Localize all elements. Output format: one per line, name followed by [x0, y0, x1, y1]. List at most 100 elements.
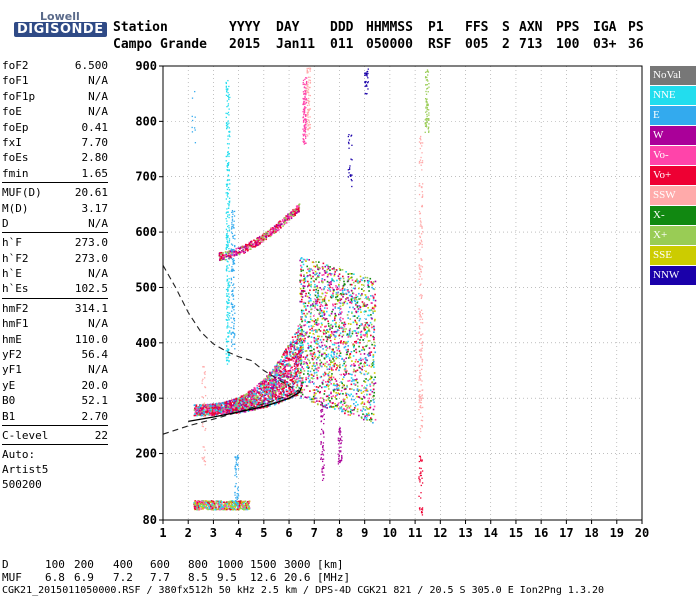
echo-point [314, 294, 317, 297]
echo-point [208, 405, 211, 408]
echo-point [328, 357, 331, 359]
echo-point [205, 500, 208, 502]
echo-point [251, 400, 254, 403]
echo-point [206, 413, 208, 416]
echo-point [226, 308, 228, 310]
echo-point [363, 348, 366, 351]
echo-point [222, 254, 225, 256]
echo-point [306, 385, 309, 387]
echo-point [290, 211, 293, 214]
echo-point [211, 411, 214, 414]
echo-point [265, 379, 267, 381]
echo-point [282, 385, 285, 388]
echo-point [247, 405, 250, 408]
echo-point [339, 313, 342, 315]
echo-point [341, 292, 344, 294]
echo-point [298, 372, 301, 375]
echo-point [238, 507, 241, 510]
echo-point [329, 363, 332, 366]
echo-point [323, 314, 326, 316]
echo-point [226, 275, 229, 277]
echo-point [335, 330, 338, 333]
echo-point [193, 507, 196, 510]
echo-point [300, 300, 303, 303]
echo-point [228, 252, 230, 254]
echo-point [250, 400, 253, 402]
echo-point [262, 390, 265, 392]
echo-point [314, 273, 316, 276]
echo-point [328, 347, 331, 350]
echo-point [296, 205, 298, 208]
echo-point [313, 348, 315, 351]
echo-point [348, 306, 351, 309]
echo-point [362, 290, 365, 292]
echo-point [203, 409, 205, 411]
echo-point [265, 404, 268, 406]
echo-point [330, 274, 332, 276]
echo-point [312, 272, 315, 275]
echo-point [218, 506, 221, 508]
echo-point [257, 396, 259, 398]
echo-point [336, 383, 338, 386]
echo-point [323, 357, 326, 359]
echo-point [352, 402, 355, 405]
echo-point [241, 249, 244, 252]
echo-point [303, 388, 306, 391]
echo-point [356, 410, 359, 413]
echo-point [225, 412, 228, 415]
echo-point [270, 394, 272, 397]
echo-point [235, 247, 238, 250]
echo-point [261, 395, 263, 398]
echo-point [358, 366, 361, 369]
echo-point [285, 348, 287, 351]
echo-point [326, 264, 329, 267]
echo-point [211, 405, 213, 407]
echo-point [304, 350, 307, 352]
echo-point [256, 391, 258, 394]
echo-point [220, 256, 223, 258]
echo-point [239, 399, 241, 402]
echo-point [353, 370, 355, 372]
echo-point [316, 296, 318, 299]
echo-point [247, 246, 249, 248]
echo-point [221, 402, 223, 405]
echo-point [292, 360, 295, 362]
echo-point [301, 340, 303, 343]
echo-point [310, 283, 312, 286]
echo-point [225, 318, 227, 321]
echo-point [356, 295, 359, 298]
echo-point [312, 375, 315, 377]
echo-point [327, 274, 329, 276]
echo-point [325, 366, 328, 368]
echo-point [357, 310, 359, 313]
echo-point [348, 278, 350, 280]
echo-point [210, 404, 212, 407]
echo-point [317, 294, 320, 296]
echo-point [335, 384, 338, 387]
echo-point [215, 500, 218, 503]
echo-point [284, 393, 287, 396]
echo-point [286, 353, 288, 355]
echo-point [264, 398, 266, 400]
echo-point [350, 408, 352, 411]
echo-point [320, 335, 323, 338]
echo-point [364, 328, 367, 331]
echo-point [247, 249, 249, 251]
echo-point [219, 257, 222, 260]
echo-point [259, 399, 262, 402]
echo-point [348, 329, 351, 332]
echo-point [350, 364, 353, 366]
echo-point [205, 501, 207, 504]
echo-point [287, 345, 289, 348]
echo-point [309, 353, 312, 356]
echo-point [265, 381, 268, 383]
echo-point [297, 368, 300, 371]
echo-point [265, 387, 267, 389]
echo-point [205, 505, 208, 507]
echo-point [205, 507, 208, 510]
echo-point [351, 279, 354, 281]
artist-label: Artist5 [2, 463, 49, 477]
echo-point [304, 277, 306, 279]
echo-point [275, 223, 278, 226]
echo-point [237, 401, 240, 403]
